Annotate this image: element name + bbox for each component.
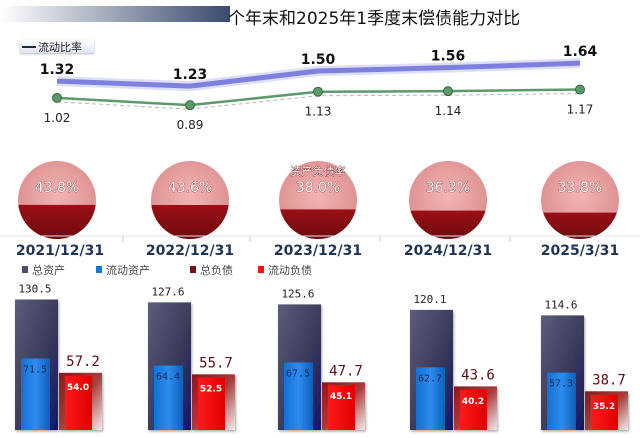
legend-swatch (258, 266, 264, 273)
current-liabilities-bar (328, 384, 355, 430)
chart-title: 个年末和2025年1季度末偿债能力对比 (228, 9, 521, 29)
total-liabilities-label: 47.7 (329, 363, 363, 379)
debt-ratio-circle: 43.8% (18, 161, 96, 240)
current-assets-bar (21, 358, 50, 430)
total-assets-label: 114.6 (544, 298, 577, 311)
current-liabilities-bar (460, 389, 487, 430)
total-liabilities-label: 55.7 (199, 355, 233, 371)
current-ratio-label: 1.64 (563, 44, 598, 60)
line-legend-label: 流动比率 (38, 41, 82, 54)
current-liabilities-label: 40.2 (462, 397, 484, 407)
total-liabilities-label: 57.2 (66, 354, 100, 370)
legend-label: 总资产 (32, 263, 65, 277)
current-ratio-label: 1.56 (431, 49, 466, 65)
debt-ratio-circle-fill (18, 204, 96, 240)
line-legend-swatch (22, 46, 36, 48)
current-ratio-label: 1.23 (173, 67, 208, 83)
current-assets-bar (547, 372, 576, 430)
title-decoration-bar (0, 6, 230, 22)
current-assets-bar (154, 365, 183, 430)
debt-ratio-circle-fill (543, 212, 617, 240)
current-assets-label: 64.4 (156, 372, 180, 383)
quick-ratio-point (575, 84, 585, 95)
debt-ratio-circle: 36.3% (409, 161, 487, 239)
total-liabilities-label: 38.7 (592, 372, 626, 388)
quick-ratio-label: 1.14 (435, 104, 462, 118)
debt-ratio-label: 36.3% (426, 180, 470, 196)
legend-swatch (190, 266, 196, 273)
debt-ratio-label: 43.8% (35, 180, 79, 196)
legend-label: 总负债 (200, 263, 233, 277)
quick-ratio-label: 1.13 (305, 105, 332, 119)
debt-ratio-label: 43.6% (168, 180, 212, 196)
current-liabilities-bar (65, 376, 92, 430)
debt-ratio-label: 38.0% (296, 180, 340, 196)
debt-ratio-label: 33.8% (558, 180, 602, 196)
total-assets-label: 125.6 (281, 287, 314, 300)
legend-label: 流动资产 (106, 263, 150, 277)
quick-ratio-point (185, 100, 195, 111)
current-assets-bar (416, 367, 445, 430)
current-assets-label: 71.5 (23, 365, 47, 376)
current-ratio-label: 1.32 (40, 62, 75, 78)
current-liabilities-label: 35.2 (593, 402, 615, 412)
quick-ratio-label: 0.89 (177, 118, 204, 132)
debt-ratio-circle-fill (280, 209, 356, 239)
line-legend: 流动比率 (20, 40, 94, 54)
current-ratio-line (56, 60, 581, 89)
debt-ratio-circle: 33.8% (541, 161, 619, 240)
current-liabilities-label: 45.1 (330, 392, 352, 402)
date-label: 2021/12/31 (16, 243, 104, 259)
quick-ratio-label: 1.02 (44, 111, 71, 125)
total-assets-label: 120.1 (413, 293, 446, 306)
quick-ratio-point (313, 86, 323, 97)
debt-ratio-circle-fill (410, 210, 486, 239)
current-assets-bar (284, 362, 313, 430)
current-assets-label: 62.7 (418, 373, 442, 384)
legend-swatch (22, 266, 28, 273)
total-assets-label: 127.6 (151, 285, 184, 298)
debt-ratio-circle: 38.0% 资产负债率 (279, 161, 357, 239)
total-assets-label: 130.5 (18, 283, 51, 296)
debt-ratio-circle-fill (151, 204, 229, 240)
total-liabilities-label: 43.6 (461, 367, 495, 383)
date-label: 2023/12/31 (274, 243, 362, 259)
current-liabilities-bar (198, 377, 225, 430)
legend-label: 流动负债 (268, 263, 312, 277)
quick-ratio-label: 1.17 (567, 102, 594, 116)
current-liabilities-label: 54.0 (67, 383, 89, 393)
quick-ratio-point (443, 86, 453, 97)
current-assets-label: 57.3 (549, 379, 573, 390)
legend-swatch (96, 266, 102, 273)
current-liabilities-bar (591, 394, 618, 430)
date-label: 2022/12/31 (146, 243, 234, 259)
date-label: 2024/12/31 (404, 243, 492, 259)
date-label: 2025/3/31 (541, 243, 619, 259)
current-ratio-label: 1.50 (301, 52, 336, 68)
debt-ratio-circle: 43.6% (151, 161, 229, 240)
current-liabilities-label: 52.5 (200, 385, 222, 395)
current-assets-label: 67.5 (286, 369, 310, 380)
debt-ratio-title: 资产负债率 (291, 164, 346, 178)
quick-ratio-point (52, 92, 62, 103)
